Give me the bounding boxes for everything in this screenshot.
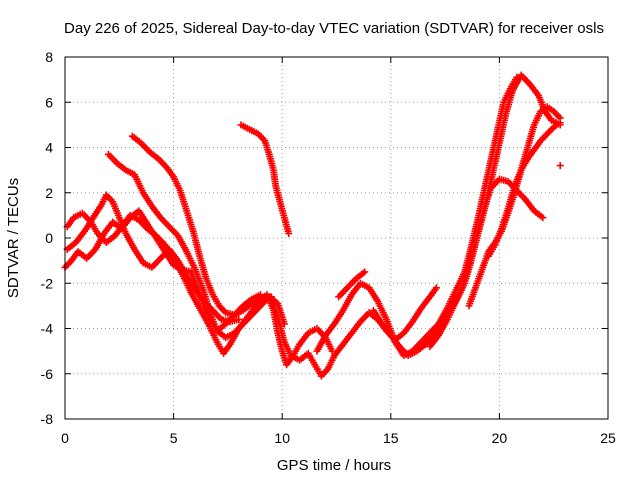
x-tick-label: 25 xyxy=(600,430,616,446)
series-track-1 xyxy=(61,207,336,369)
x-tick-label: 0 xyxy=(61,430,69,446)
y-tick-label: 0 xyxy=(45,230,53,246)
series-track-12 xyxy=(485,119,564,260)
series-track-3 xyxy=(63,191,243,326)
data-point xyxy=(539,214,547,222)
x-axis-label: GPS time / hours xyxy=(277,457,391,474)
y-tick-label: 8 xyxy=(45,49,53,65)
series-track-4 xyxy=(104,150,288,342)
data-point xyxy=(280,320,288,328)
series-track-8 xyxy=(335,268,369,301)
series-track-6 xyxy=(237,121,293,237)
y-axis-label: SDTVAR / TECUs xyxy=(5,178,22,298)
plot-frame xyxy=(64,56,609,420)
y-tick-label: 6 xyxy=(45,94,53,110)
y-tick-label: -2 xyxy=(41,275,54,291)
x-tick-label: 10 xyxy=(274,430,290,446)
axes: 0 5 10 15 20 25 -8 -6 -4 -2 0 2 4 6 8 xyxy=(41,49,616,446)
data-point xyxy=(235,315,243,323)
series-track-13 xyxy=(556,162,564,170)
series-track-2 xyxy=(63,209,440,380)
data-point xyxy=(556,119,564,127)
x-tick-label: 20 xyxy=(492,430,508,446)
data-point xyxy=(256,291,264,299)
y-tick-label: -6 xyxy=(41,366,54,382)
data-points xyxy=(61,71,564,380)
data-point xyxy=(361,268,369,276)
y-tick-label: 2 xyxy=(45,185,53,201)
x-tick-label: 5 xyxy=(170,430,178,446)
grid-lines xyxy=(65,57,608,419)
x-tick-label: 15 xyxy=(383,430,399,446)
data-point xyxy=(432,284,440,292)
series-track-9 xyxy=(369,71,564,360)
y-tick-label: -8 xyxy=(41,411,54,427)
y-tick-label: -4 xyxy=(41,321,54,337)
y-tick-label: 4 xyxy=(45,140,53,156)
series-track-5 xyxy=(128,132,264,319)
chart-title: Day 226 of 2025, Sidereal Day-to-day VTE… xyxy=(64,20,604,37)
data-point xyxy=(556,162,564,170)
data-point xyxy=(285,229,293,237)
series-track-10 xyxy=(426,175,547,351)
